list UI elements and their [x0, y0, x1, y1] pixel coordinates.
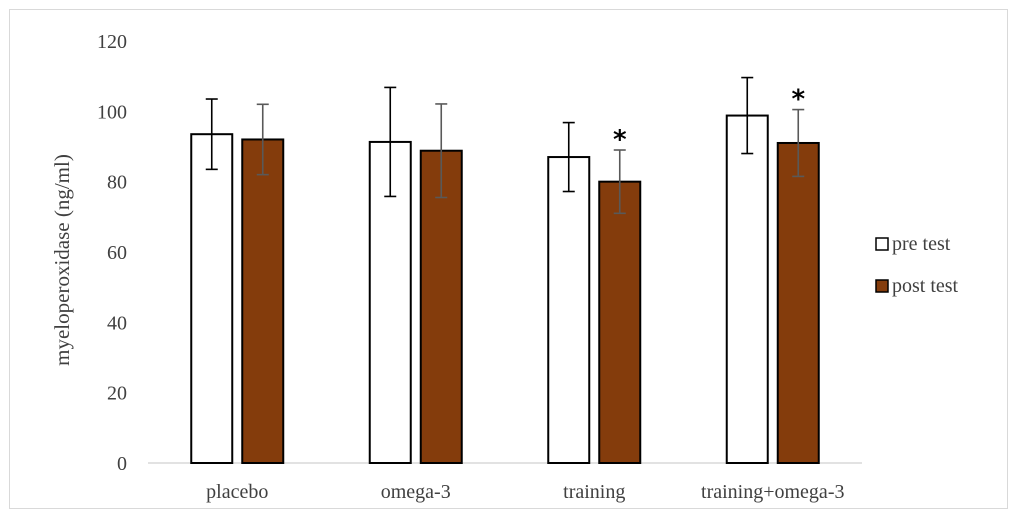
legend-swatch [875, 237, 889, 251]
error-bar [435, 103, 448, 199]
chart-border [9, 9, 1008, 509]
y-axis-label: myeloperoxidase (ng/ml) [50, 154, 74, 366]
legend-label: pre test [892, 233, 951, 255]
bar-post-test-omega-3 [419, 149, 463, 464]
error-bars-group [205, 76, 805, 215]
legend-label: post test [892, 275, 959, 297]
legend: pre test post test [875, 233, 959, 297]
y-tick-label: 20 [107, 383, 127, 405]
x-tick-labels: placebo omega-3 training training+omega-3 [206, 481, 844, 503]
x-tick-label: training [563, 481, 625, 503]
x-tick-label: omega-3 [381, 481, 451, 503]
error-bar [613, 149, 626, 215]
significance-mark: * [613, 125, 627, 155]
y-tick-label: 100 [97, 101, 127, 123]
error-bar [741, 76, 754, 155]
y-tick-label: 40 [107, 312, 127, 334]
error-bar [256, 103, 269, 176]
y-tick-label: 60 [107, 242, 127, 264]
bar-pre-test-training-omega-3 [725, 114, 769, 464]
y-tick-label: 120 [97, 31, 127, 53]
bar-post-test-training [598, 180, 642, 465]
x-tick-label: training+omega-3 [701, 481, 844, 503]
bar-post-test-training-omega-3 [776, 141, 820, 464]
y-tick-label: 0 [117, 453, 127, 475]
x-tick-label: placebo [206, 481, 268, 503]
error-bar [562, 121, 575, 193]
bar-pre-test-placebo [190, 133, 234, 464]
y-tick-labels: 0 20 40 60 80 100 120 [97, 31, 127, 475]
legend-swatch [875, 279, 889, 293]
y-tick-label: 80 [107, 172, 127, 194]
error-bar [792, 108, 805, 178]
bar-post-test-placebo [241, 138, 285, 464]
error-bar [205, 98, 218, 171]
bar-pre-test-training [547, 156, 591, 465]
significance-marks-group: ** [613, 85, 806, 155]
error-bar [384, 86, 397, 198]
significance-mark: * [791, 85, 805, 115]
bars-group [190, 114, 820, 465]
